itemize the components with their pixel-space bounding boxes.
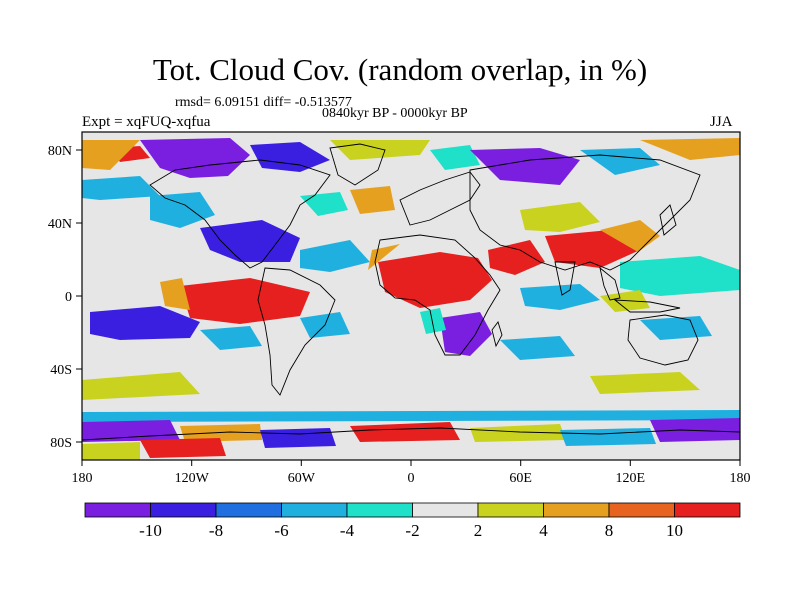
field-orange-antarctic	[180, 424, 262, 442]
field-yellow-antarctic	[470, 424, 566, 442]
field-orange-sahara-edge	[368, 244, 400, 270]
field-violet-antarctic-1	[82, 420, 180, 442]
coast-japan	[659, 204, 677, 236]
field-violet-arctic-na	[140, 138, 250, 178]
coast-madagascar	[491, 321, 503, 348]
coast-se-asia	[599, 266, 621, 301]
colorbar-label: 4	[539, 521, 548, 540]
season-label: JJA	[710, 114, 733, 130]
experiment-label: Expt = xqFUQ-xqfua	[82, 114, 211, 130]
colorbar-label: -2	[405, 521, 419, 540]
field-red-sahara	[378, 252, 492, 308]
field-cyan-eq-indian	[520, 284, 600, 310]
lat-tick-label: 40N	[48, 217, 72, 232]
field-cyan-atlantic	[300, 240, 370, 272]
colorbar-swatch	[281, 502, 348, 518]
colorbar-label: -10	[139, 521, 162, 540]
lon-tick-label: 180	[72, 471, 93, 486]
coast-asia	[469, 154, 701, 271]
field-orange-n-atlantic	[350, 186, 395, 214]
coast-greenland	[329, 143, 386, 186]
field-violet-s-africa	[440, 312, 492, 356]
colorbar-swatch	[543, 502, 610, 518]
field-blue-arctic-na	[250, 142, 330, 172]
field-cyan-arctic-pole	[82, 176, 160, 200]
lon-tick-label: 120E	[616, 471, 646, 486]
field-orange-arctic-2	[640, 138, 740, 160]
field-cyan-n-pacific	[150, 192, 215, 228]
field-teal-arctic-eu	[430, 145, 480, 170]
colorbar-swatch	[84, 502, 151, 518]
field-teal-n-atlantic	[300, 192, 348, 216]
coast-south-america	[257, 267, 336, 396]
lon-tick-label: 60E	[509, 471, 532, 486]
coast-antarctica	[82, 427, 740, 441]
colorbar-label: -8	[209, 521, 223, 540]
field-violet-arctic-siberia	[470, 148, 580, 185]
field-cyan-s-ocean	[82, 410, 740, 422]
lat-tick-label: 80N	[48, 144, 72, 159]
field-red-arabia	[488, 240, 545, 275]
colorbar-labels: -10 -8 -6 -4 -2 2 4 8 10	[139, 521, 683, 540]
field-red-antarctic-1	[140, 438, 226, 458]
axis-ticks	[76, 149, 741, 466]
field-red-antarctic-2	[350, 422, 460, 442]
field-red-central-asia	[545, 230, 640, 268]
field-red-e-pacific	[180, 278, 310, 324]
colorbar-label: 8	[605, 521, 614, 540]
plot-title: Tot. Cloud Cov. (random overlap, in %)	[152, 52, 648, 87]
contour-fields	[82, 138, 740, 460]
field-blue-antarctic	[260, 428, 336, 448]
colorbar-swatch	[608, 502, 675, 518]
field-violet-s-pacific	[90, 306, 200, 340]
colorbar-swatch	[412, 502, 479, 518]
lon-tick-label: 180	[730, 471, 751, 486]
lat-tick-label: 40S	[50, 363, 72, 378]
coast-europe	[399, 171, 481, 226]
coast-india	[554, 261, 576, 296]
field-teal-w-pacific	[620, 256, 740, 296]
field-teal-s-africa	[420, 308, 446, 334]
field-violet-e-pacific	[200, 220, 300, 262]
lat-tick-label: 80S	[50, 436, 72, 451]
stats-line: rmsd= 6.09151 diff= -0.513577	[175, 95, 352, 110]
colorbar-swatch	[477, 502, 544, 518]
colorbar-label: -4	[340, 521, 355, 540]
lon-tick-label: 60W	[288, 471, 316, 486]
lon-tick-label: 0	[408, 471, 415, 486]
field-orange-e-pacific-edge	[160, 278, 190, 310]
coast-australia	[627, 314, 699, 366]
colorbar-swatch	[215, 502, 282, 518]
colorbar-swatch	[674, 502, 741, 518]
lon-tick-label: 120W	[175, 471, 210, 486]
field-violet-antarctic-2	[650, 418, 740, 442]
field-yellow-s-ocean-2	[590, 372, 700, 394]
colorbar-label: -6	[274, 521, 288, 540]
colorbar-label: 2	[474, 521, 483, 540]
coast-africa	[374, 234, 501, 356]
coast-indonesia	[613, 299, 681, 313]
colorbar	[84, 502, 741, 518]
colorbar-label: 10	[666, 521, 683, 540]
field-yellow-s-ocean-1	[82, 372, 200, 400]
field-yellow-asia	[520, 202, 600, 232]
coastlines	[82, 143, 740, 441]
lat-tick-label: 0	[65, 290, 72, 305]
colorbar-swatch	[346, 502, 413, 518]
field-orange-asia	[600, 220, 660, 252]
field-orange-arctic-1	[82, 140, 140, 170]
field-yellow-antarctic-edge	[82, 442, 140, 460]
field-cyan-antarctic-e	[560, 428, 656, 446]
field-cyan-s-pacific-w	[640, 316, 712, 340]
field-cyan-s-indian	[500, 336, 575, 360]
field-cyan-s-pacific	[200, 326, 262, 350]
colorbar-swatch	[150, 502, 217, 518]
period-label: 0840kyr BP - 0000kyr BP	[322, 106, 468, 121]
coast-north-america	[149, 159, 331, 269]
